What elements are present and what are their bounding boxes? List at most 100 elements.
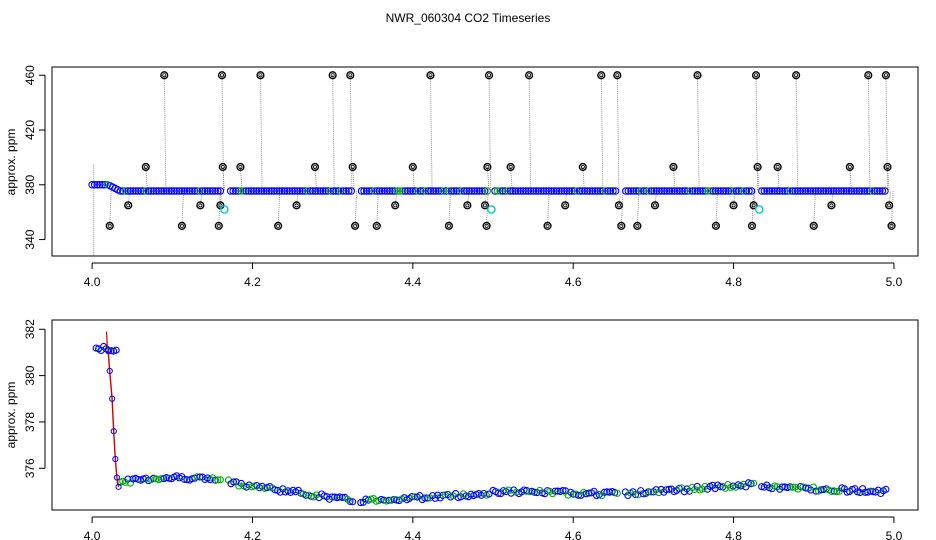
highlighted-point [487,205,496,214]
data-point [96,181,104,189]
data-point [737,187,746,195]
data-point [473,187,481,195]
data-point [806,187,815,195]
outlier-point [256,71,265,80]
data-point [309,187,317,195]
data-point [383,187,391,195]
data-point [563,187,571,195]
outlier-point-inner [484,223,489,228]
x-tick-label: 4.0 [84,529,101,540]
data-point [211,476,219,484]
data-point [162,187,171,195]
data-point [606,187,615,195]
data-point [190,187,199,195]
data-point [634,187,643,195]
outlier-point [351,221,360,230]
data-point [850,187,858,195]
data-point [588,187,597,195]
data-point [876,187,884,195]
data-point [613,489,621,497]
outlier-point [426,71,435,80]
data-point [414,187,422,195]
outlier-point-inner [794,73,799,78]
data-point [214,476,222,484]
data-point [814,187,822,195]
data-point [565,187,574,195]
data-point [349,498,357,506]
data-point [144,187,153,195]
data-point [170,187,178,195]
data-point [842,187,851,195]
data-point [675,187,684,195]
outlier-point-inner [487,73,492,78]
data-point [581,187,589,195]
data-point [198,187,207,195]
outlier-point-inner [847,164,852,169]
data-point [811,187,820,195]
outlier-point [729,201,738,210]
outlier-point [346,71,355,80]
data-point [781,187,789,195]
data-point [275,187,284,195]
data-point [416,187,425,195]
data-point [301,187,309,195]
data-point [188,187,196,195]
data-point [732,187,740,195]
outlier-drop-line [888,190,892,206]
data-point [529,187,538,195]
outlier-point [747,221,757,230]
transition-point [110,428,117,435]
panel-bottom-timeseries: 4.0 4.2 4.4 4.6 4.8 5.0 376 378 380 382 approx. … [4,319,919,540]
plot-area-bottom [92,331,890,507]
outlier-point-inner [198,203,203,208]
outlier-point [749,201,758,210]
data-point [722,187,730,195]
data-point [324,187,332,195]
outlier-point [480,201,490,210]
data-point [586,187,594,195]
data-point [427,187,435,195]
data-point [545,187,553,195]
outlier-point-inner [313,164,318,169]
data-point [569,490,577,498]
outlier-point-inner [751,203,756,208]
data-point [193,473,201,481]
transition-point [106,367,113,375]
data-point [314,187,322,195]
data-point [214,187,222,195]
data-point [442,187,450,195]
outlier-point-inner [731,203,736,208]
data-point [657,187,666,195]
data-point [837,187,846,195]
data-point [716,187,725,195]
data-point [201,187,209,195]
outlier-point [669,162,678,172]
data-point [129,187,137,195]
data-point [206,187,214,195]
x-tick-label: 4.4 [404,529,421,540]
data-point [262,187,271,195]
data-point [347,187,356,195]
outlier-point [217,71,227,80]
outlier-drop-line [277,190,281,226]
data-point [460,187,468,195]
data-point [696,187,704,195]
y-tick-label: 420 [23,120,37,140]
data-point [409,187,417,195]
data-point [524,187,533,195]
data-point [773,187,781,195]
outlier-point-inner [465,203,470,208]
outlier-point [484,71,494,80]
data-point [560,187,568,195]
data-point [165,187,173,195]
outlier-point [809,221,818,230]
data-point [124,187,132,195]
data-point [406,187,415,195]
y-axis-label-top: approx. ppm [4,129,18,196]
data-point [644,488,652,496]
data-point [701,187,710,195]
data-point [396,187,404,195]
outlier-point [543,221,552,230]
transition-point [109,395,116,402]
y-axis-bottom: 376 378 380 382 [23,319,46,478]
